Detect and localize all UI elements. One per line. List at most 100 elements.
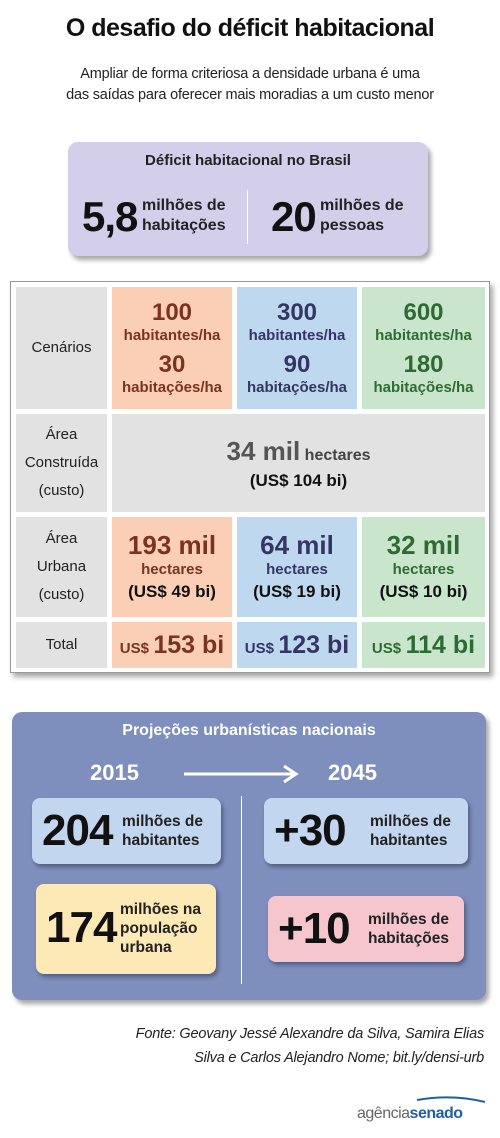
area-urbana-value: 64 mil <box>260 530 334 560</box>
subtitle-line: Ampliar de forma criteriosa a densidade … <box>80 66 420 82</box>
year-start: 2015 <box>90 760 139 785</box>
habitacoes-value: 180 <box>403 351 444 378</box>
total-currency: US$ <box>371 639 402 657</box>
source-line: Fonte: Geovany Jessé Alexandre da Silva,… <box>135 1026 485 1042</box>
habitantes-value: 600 <box>403 299 444 326</box>
scenario-cell-100: 100 habitantes/ha 30 habitações/ha <box>112 287 232 409</box>
total-line: US$ 114 bi <box>372 631 475 660</box>
unit-line: urbana <box>120 939 172 956</box>
area-urbana-cost: (US$ 49 bi) <box>128 582 216 601</box>
area-urbana-value: 32 mil <box>386 530 461 560</box>
habitacoes-unit: habitações/ha <box>246 379 348 396</box>
unit-line: milhões de <box>368 911 449 928</box>
unit-line: milhões de <box>370 813 451 830</box>
habitacoes-unit: habitações/ha <box>373 379 474 396</box>
row-label-area-construida: Área Construída (custo) <box>16 414 107 512</box>
projection-number: +30 <box>274 806 347 855</box>
scenario-table: Cenários Área Construída (custo) Área Ur… <box>10 281 490 673</box>
area-urbana-unit: hectares <box>141 561 203 578</box>
agencia-senado-logo: agênciasenado <box>357 1096 487 1126</box>
row-label-text: (custo) <box>38 482 85 499</box>
logo-text-senado: senado <box>409 1105 464 1122</box>
area-construida-unit: hectares <box>304 446 371 464</box>
row-label-text: Cenários <box>31 339 92 356</box>
projection-unit: milhões de habitantes <box>122 812 203 850</box>
logo-mark-icon <box>416 1096 486 1103</box>
projection-unit: milhões de habitações <box>368 910 449 948</box>
arrow-right-icon <box>184 764 299 784</box>
total-cell-600: US$ 114 bi <box>362 622 485 668</box>
area-construida-value-line: 34 mil hectares <box>227 436 371 467</box>
row-label-cenarios: Cenários <box>16 287 107 409</box>
unit-line: milhões de <box>142 197 226 214</box>
projection-box-2015-urbana: 174 milhões na população urbana <box>36 884 216 974</box>
source-credit: Fonte: Geovany Jessé Alexandre da Silva,… <box>14 1022 485 1070</box>
projection-box-2045-habitacoes: +10 milhões de habitações <box>268 896 464 962</box>
total-value: 114 bi <box>405 630 476 659</box>
unit-line: habitantes <box>122 832 200 849</box>
unit-line: milhões de <box>122 813 203 830</box>
projection-unit: milhões de habitantes <box>370 812 451 850</box>
area-urbana-cost: (US$ 19 bi) <box>253 582 341 601</box>
projections-box: Projeções urbanísticas nacionais 2015 20… <box>12 712 486 1000</box>
unit-line: milhões na <box>120 901 201 918</box>
habitantes-unit: habitantes/ha <box>248 327 346 344</box>
total-value: 123 bi <box>278 630 350 659</box>
projection-box-2045-habitantes: +30 milhões de habitantes <box>264 798 468 864</box>
scenario-cell-300: 300 habitantes/ha 90 habitações/ha <box>237 287 357 409</box>
total-value: 153 bi <box>153 630 225 659</box>
habitantes-unit: habitantes/ha <box>375 327 472 344</box>
page-title: O desafio do déficit habitacional <box>65 14 435 42</box>
unit-line: habitações <box>368 930 449 947</box>
area-construida-cost: (US$ 104 bi) <box>249 470 348 490</box>
area-urbana-cell-300: 64 mil hectares (US$ 19 bi) <box>237 517 357 617</box>
logo-text-agencia: agência <box>357 1105 410 1122</box>
deficit-housing-unit: milhões de habitações <box>142 196 226 236</box>
total-cell-300: US$ 123 bi <box>237 622 357 668</box>
projection-number: 204 <box>42 806 113 855</box>
total-line: US$ 153 bi <box>120 631 225 660</box>
habitacoes-value: 30 <box>158 351 186 378</box>
row-label-text: Urbana <box>36 558 87 575</box>
scenario-cell-600: 600 habitantes/ha 180 habitações/ha <box>362 287 485 409</box>
projection-number: 174 <box>46 903 117 952</box>
area-urbana-cost: (US$ 10 bi) <box>379 582 468 601</box>
habitacoes-value: 90 <box>283 351 311 378</box>
area-construida-cell: 34 mil hectares (US$ 104 bi) <box>112 414 485 512</box>
deficit-box: Déficit habitacional no Brasil 5,8 milhõ… <box>68 142 428 256</box>
unit-line: população <box>120 920 198 937</box>
unit-line: habitantes <box>370 832 448 849</box>
area-construida-value: 34 mil <box>226 435 301 466</box>
deficit-divider <box>247 190 248 244</box>
row-label-area-urbana: Área Urbana (custo) <box>16 517 107 617</box>
logo-text: agênciasenado <box>357 1104 463 1124</box>
projection-number: +10 <box>278 904 351 953</box>
area-urbana-value: 193 mil <box>127 530 217 560</box>
projection-box-2015-habitantes: 204 milhões de habitantes <box>32 798 221 864</box>
row-label-text: Construída <box>24 454 99 471</box>
projections-title: Projeções urbanísticas nacionais <box>122 722 376 739</box>
row-label-total: Total <box>16 622 107 668</box>
total-cell-100: US$ 153 bi <box>112 622 232 668</box>
projections-divider <box>241 796 242 984</box>
unit-line: pessoas <box>320 217 385 234</box>
row-label-text: Área <box>45 530 78 547</box>
source-line: Silva e Carlos Alejandro Nome; bit.ly/de… <box>194 1050 484 1066</box>
total-line: US$ 123 bi <box>245 631 350 660</box>
subtitle: Ampliar de forma criteriosa a densidade … <box>0 64 500 106</box>
row-label-text: Área <box>45 426 78 443</box>
subtitle-line: das saídas para oferecer mais moradias a… <box>66 87 434 103</box>
habitantes-unit: habitantes/ha <box>123 327 221 344</box>
area-urbana-cell-600: 32 mil hectares (US$ 10 bi) <box>362 517 485 617</box>
projection-unit: milhões na população urbana <box>120 900 201 957</box>
area-urbana-unit: hectares <box>392 561 455 578</box>
habitantes-value: 100 <box>151 299 193 326</box>
deficit-title: Déficit habitacional no Brasil <box>145 152 351 169</box>
year-end: 2045 <box>328 760 377 785</box>
row-label-text: Total <box>45 636 78 653</box>
deficit-people-number: 20 <box>271 193 317 240</box>
total-currency: US$ <box>119 639 149 657</box>
area-urbana-cell-100: 193 mil hectares (US$ 49 bi) <box>112 517 232 617</box>
row-label-text: (custo) <box>38 586 85 603</box>
deficit-housing-number: 5,8 <box>82 193 138 240</box>
